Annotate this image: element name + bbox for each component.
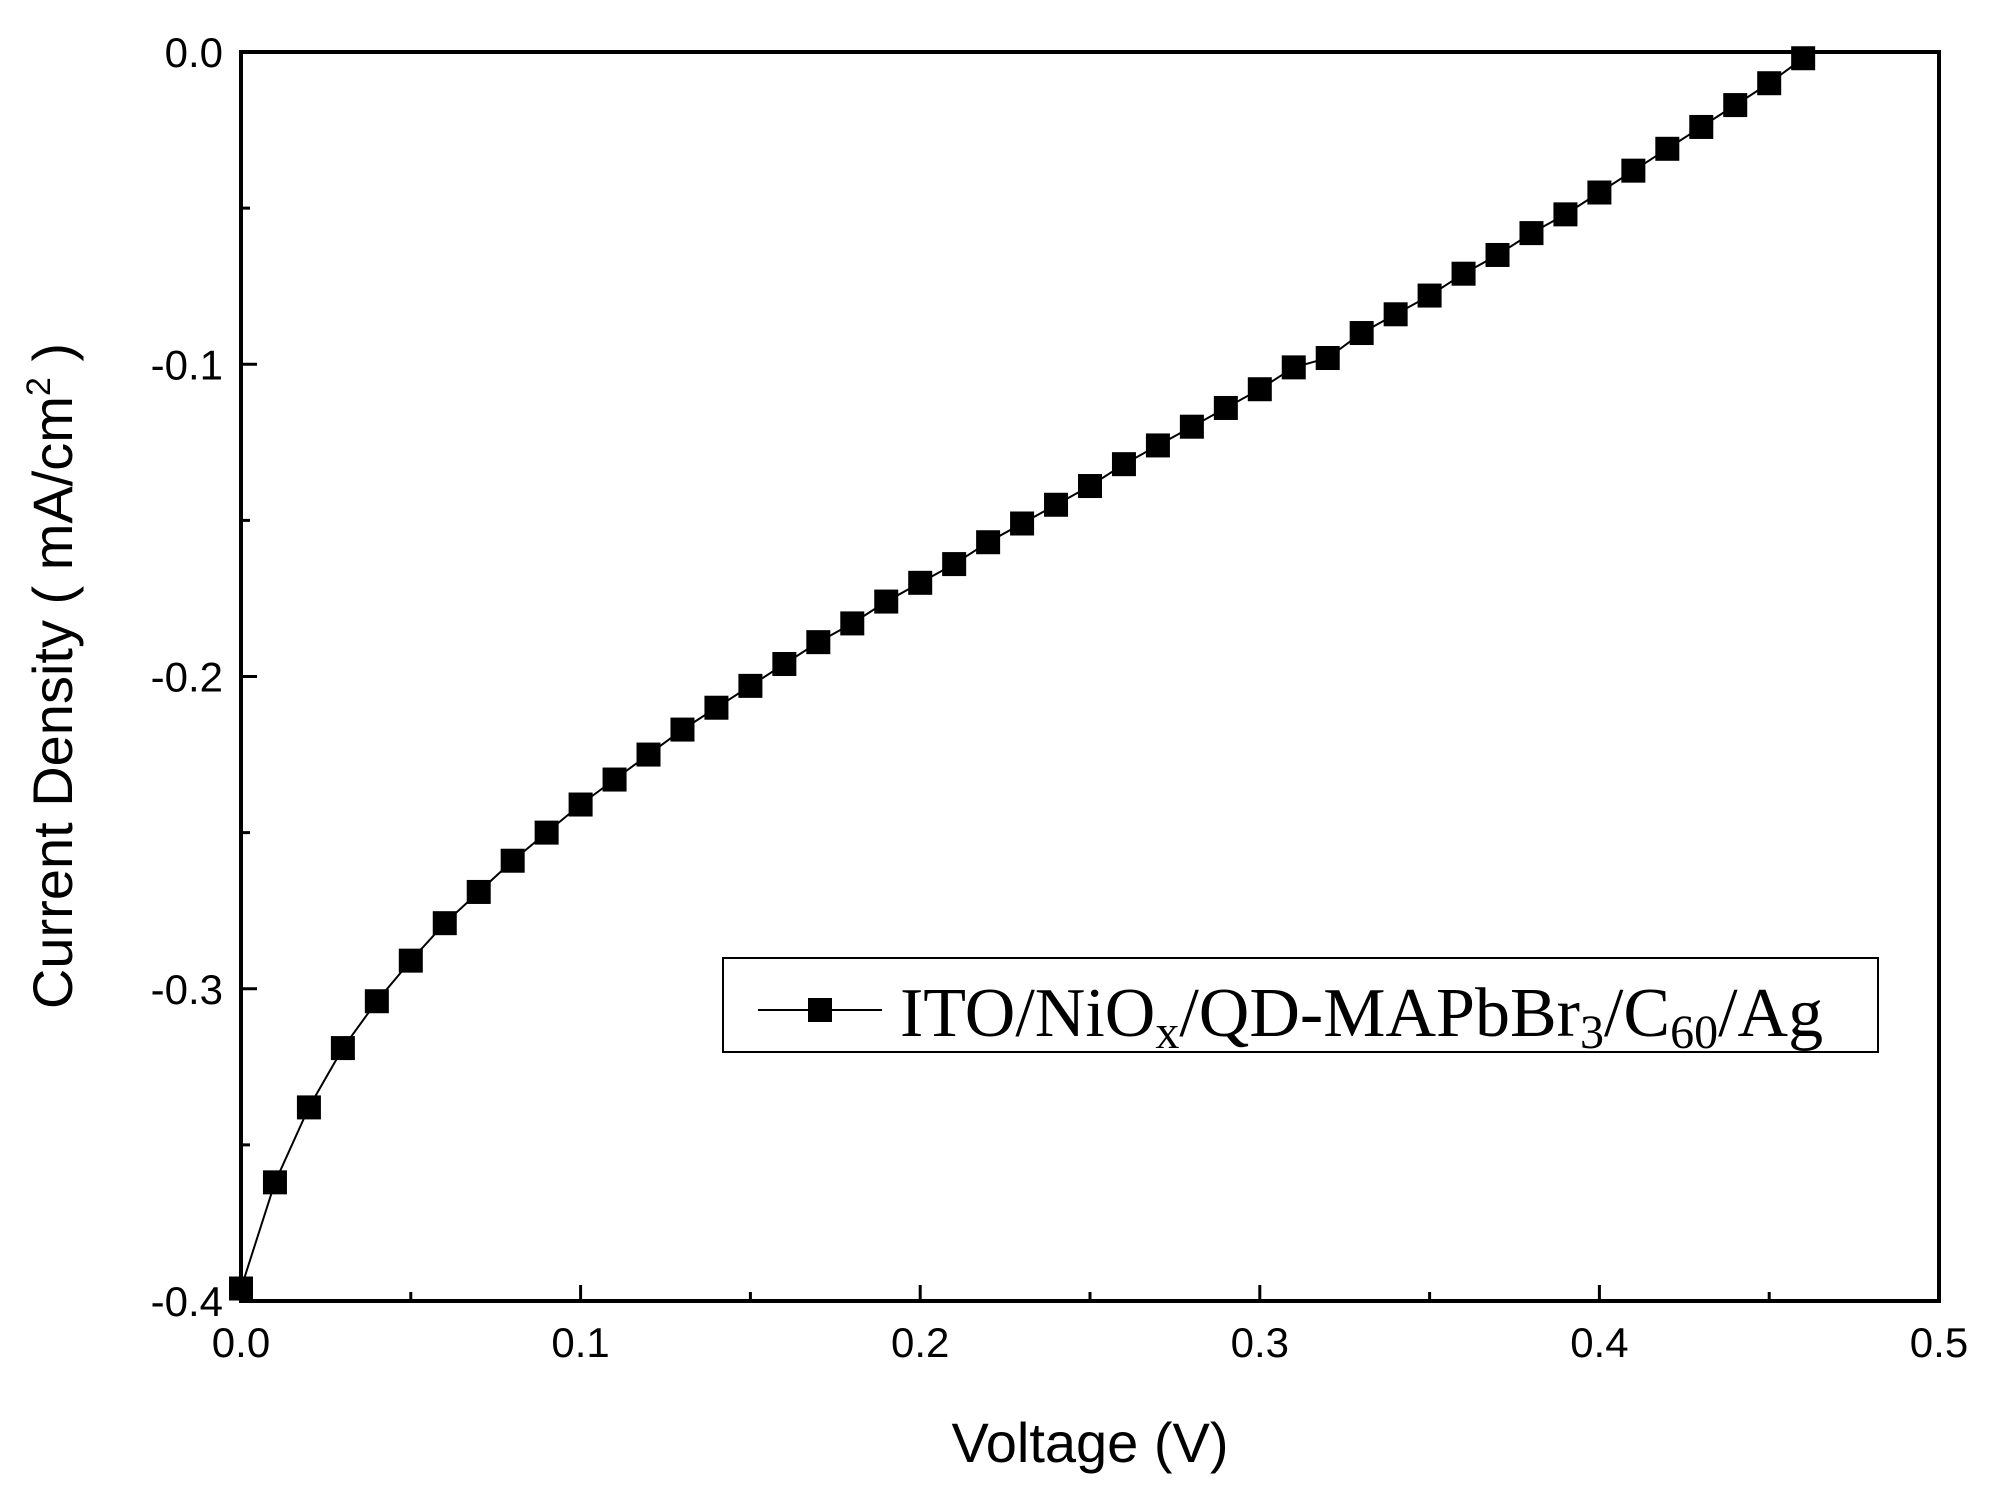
legend-marker-sample: [808, 998, 832, 1022]
data-point: [772, 652, 797, 677]
data-point: [840, 611, 865, 636]
x-tick-label: 0.1: [551, 1319, 609, 1366]
data-point: [1791, 46, 1816, 71]
data-point: [1349, 321, 1374, 346]
legend-label-sub-1: x: [1155, 1006, 1179, 1059]
data-point: [874, 589, 899, 614]
legend-label-sub-3: 60: [1670, 1006, 1718, 1059]
y-axis-title-main: Current Density ( mA/cm: [21, 396, 84, 1009]
legend-label-sub-2: 3: [1580, 1006, 1604, 1059]
data-point: [1417, 283, 1442, 308]
data-point: [398, 948, 423, 973]
y-axis-title: Current Density ( mA/cm2 ): [20, 343, 84, 1009]
legend-box: [722, 957, 1879, 1053]
data-point: [1315, 346, 1340, 371]
data-point: [1111, 452, 1136, 477]
data-point: [1655, 136, 1680, 161]
data-point: [1723, 93, 1748, 118]
plot-area-frame: [239, 50, 1941, 1303]
legend-label-part-3: /C: [1604, 975, 1670, 1052]
data-point: [364, 989, 389, 1014]
data-point: [432, 911, 457, 936]
y-tick-label: -0.3: [151, 966, 223, 1013]
legend-label: ITO/NiOx/QD-MAPbBr3/C60/Ag: [900, 975, 1823, 1059]
data-point: [1587, 180, 1612, 205]
data-point: [806, 630, 831, 655]
y-tick-label: 0.0: [165, 29, 223, 76]
data-point: [636, 742, 661, 767]
data-point: [330, 1036, 355, 1061]
x-tick-label: 0.2: [891, 1319, 949, 1366]
data-point: [1553, 202, 1578, 227]
data-point: [1010, 511, 1035, 536]
data-point: [534, 820, 559, 845]
data-point: [704, 695, 729, 720]
data-point: [1689, 114, 1714, 139]
y-tick-label: -0.2: [151, 654, 223, 701]
data-point: [1383, 302, 1408, 327]
legend-label-part-2: /QD-MAPbBr: [1179, 975, 1580, 1052]
data-point: [1519, 221, 1544, 246]
data-point: [1247, 377, 1272, 402]
y-tick-label: -0.1: [151, 341, 223, 388]
data-point: [1145, 433, 1170, 458]
data-point: [568, 792, 593, 817]
data-point: [1179, 414, 1204, 439]
data-point: [1044, 492, 1069, 517]
data-point: [1281, 355, 1306, 380]
y-axis-title-sup: 2: [20, 377, 58, 396]
data-point: [602, 767, 627, 792]
x-tick-label: 0.4: [1570, 1319, 1628, 1366]
tick-labels: 0.0 0.1 0.2 0.3 0.4 0.5 0.0 -0.1 -0.2 -0.3 -0.4: [151, 29, 1969, 1366]
data-point: [1485, 242, 1510, 267]
data-point: [500, 848, 525, 873]
legend: ITO/NiOx/QD-MAPbBr3/C60/Ag: [722, 957, 1879, 1059]
data-point: [738, 673, 763, 698]
data-point: [670, 717, 695, 742]
data-point: [1078, 474, 1102, 499]
x-tick-label: 0.0: [212, 1319, 270, 1366]
data-point: [1451, 261, 1476, 286]
legend-label-part-1: ITO/NiO: [900, 975, 1155, 1052]
x-tick-label: 0.5: [1910, 1319, 1968, 1366]
x-axis-title: Voltage (V): [951, 1411, 1228, 1474]
data-point: [262, 1170, 287, 1195]
x-tick-label: 0.3: [1231, 1319, 1289, 1366]
y-axis-title-close: ): [21, 343, 84, 377]
data-point: [1757, 71, 1782, 96]
data-point: [1621, 158, 1646, 183]
data-point: [1213, 395, 1238, 420]
data-point: [296, 1095, 321, 1120]
y-tick-label: -0.4: [151, 1278, 223, 1325]
data-point: [942, 552, 967, 577]
series-layer: [229, 46, 1816, 1301]
data-point: [976, 530, 1001, 555]
data-point: [908, 570, 933, 595]
legend-label-part-4: /Ag: [1718, 975, 1823, 1052]
data-point: [466, 879, 491, 904]
